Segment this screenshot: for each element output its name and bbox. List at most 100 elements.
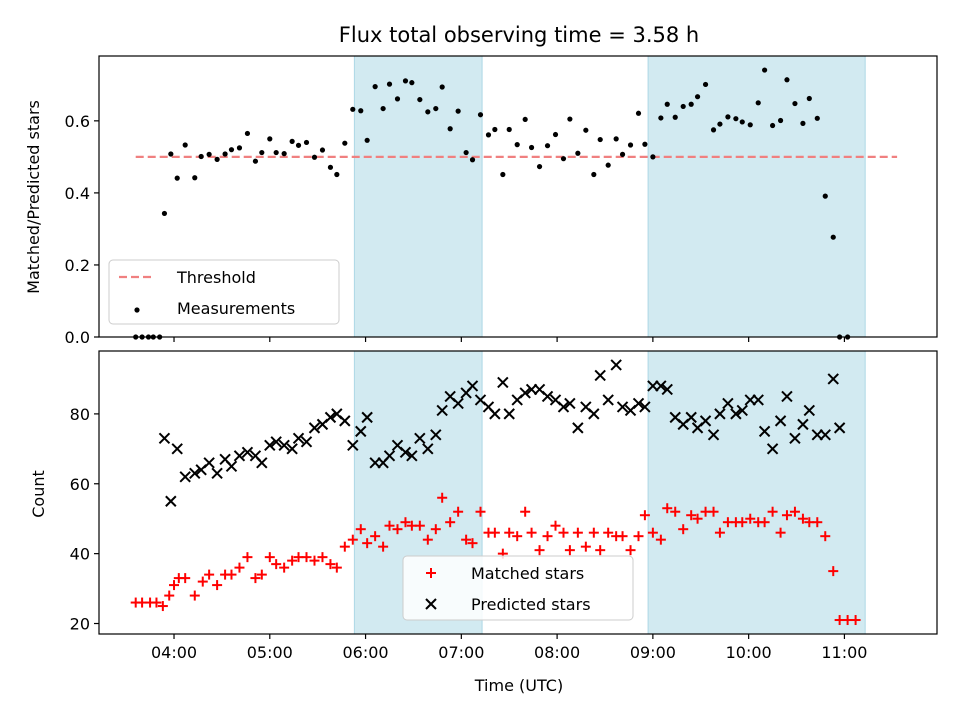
- top-point: [613, 136, 619, 142]
- top-point: [522, 116, 528, 123]
- bottom-predicted-point: [406, 450, 418, 462]
- bottom-matched-point: [595, 545, 606, 556]
- bottom-matched-point: [226, 569, 237, 580]
- top-point: [469, 157, 476, 163]
- bottom-matched-point: [708, 506, 719, 517]
- bottom-predicted-point: [564, 397, 576, 410]
- top-point: [206, 151, 212, 157]
- top-point: [455, 108, 461, 114]
- bottom-predicted-point: [300, 436, 313, 448]
- bottom-matched-point: [686, 510, 697, 521]
- top-point: [244, 130, 251, 137]
- bottom-predicted-point: [278, 439, 290, 452]
- bottom-predicted-point: [399, 446, 412, 459]
- top-point: [619, 151, 626, 157]
- top-point: [439, 84, 445, 90]
- bottom-matched-point: [639, 510, 650, 521]
- bottom-matched-point: [339, 541, 350, 552]
- bottom-predicted-point: [286, 443, 298, 455]
- bottom-matched-point: [453, 506, 464, 517]
- bottom-predicted-point: [165, 495, 177, 507]
- top-point: [650, 154, 656, 160]
- top-point: [627, 142, 634, 148]
- bottom-matched-point: [588, 527, 599, 538]
- bottom-matched-point: [504, 527, 515, 538]
- bottom-y-tick-label: 20: [70, 615, 90, 634]
- top-point: [806, 95, 812, 102]
- bottom-x-tick-label: 10:00: [726, 643, 772, 662]
- top-point: [536, 163, 543, 170]
- top-point: [528, 144, 535, 151]
- bottom-matched-point: [197, 576, 208, 587]
- top-point: [161, 210, 168, 217]
- bottom-predicted-point: [339, 415, 351, 427]
- bottom-predicted-point: [699, 415, 712, 427]
- bottom-matched-point: [775, 527, 786, 538]
- top-point: [800, 120, 806, 126]
- top-point: [814, 115, 820, 121]
- bottom-predicted-point: [422, 443, 434, 455]
- top-point: [364, 137, 370, 143]
- top-point: [174, 175, 180, 181]
- bottom-predicted-point: [789, 432, 801, 445]
- top-point: [182, 142, 188, 148]
- top-point: [327, 164, 334, 170]
- bottom-predicted-point: [722, 397, 734, 410]
- bottom-predicted-point: [685, 411, 697, 424]
- bottom-predicted-point: [541, 390, 554, 403]
- bottom-matched-point: [445, 517, 456, 528]
- bottom-predicted-point: [766, 443, 779, 455]
- bottom-matched-point: [520, 506, 531, 517]
- top-shaded-band: [353, 55, 483, 338]
- bottom-predicted-point: [436, 404, 448, 417]
- top-point: [303, 139, 310, 146]
- top-point: [733, 116, 739, 122]
- top-point: [372, 84, 378, 90]
- bottom-predicted-point: [270, 436, 282, 448]
- bottom-predicted-point: [292, 432, 305, 445]
- top-point: [635, 110, 642, 116]
- bottom-matched-point: [212, 580, 223, 591]
- top-point: [192, 175, 198, 181]
- bottom-x-tick-label: 08:00: [534, 643, 580, 662]
- top-point: [281, 151, 287, 157]
- top-point: [702, 81, 709, 88]
- bottom-predicted-point: [797, 418, 809, 431]
- bottom-matched-point: [572, 527, 583, 538]
- top-point: [552, 131, 559, 138]
- bottom-matched-point: [526, 527, 537, 538]
- top-point: [477, 112, 484, 118]
- top-point: [273, 149, 279, 156]
- bottom-matched-point: [789, 506, 800, 517]
- bottom-predicted-point: [774, 415, 787, 427]
- bottom-axes-frame: [98, 350, 938, 635]
- bottom-y-tick-label: 80: [70, 405, 90, 424]
- bottom-matched-point: [422, 534, 433, 545]
- bottom-x-tick-label: 07:00: [438, 643, 484, 662]
- bottom-predicted-point: [827, 373, 839, 385]
- bottom-matched-point: [169, 580, 180, 591]
- top-point: [642, 141, 648, 147]
- bottom-predicted-point: [225, 460, 238, 473]
- bottom-matched-point: [655, 534, 666, 545]
- bottom-matched-point: [670, 506, 681, 517]
- bottom-predicted-point: [452, 397, 464, 410]
- bottom-predicted-point: [610, 359, 622, 371]
- bottom-predicted-point: [256, 457, 268, 469]
- top-point: [762, 67, 768, 73]
- bottom-matched-point: [647, 527, 658, 538]
- top-point: [311, 154, 318, 160]
- bottom-matched-point: [256, 569, 267, 580]
- top-point: [717, 121, 723, 127]
- bottom-matched-point: [355, 524, 366, 535]
- chart-title: Flux total observing time = 3.58 h: [339, 23, 699, 47]
- bottom-predicted-point: [324, 411, 337, 424]
- top-point: [380, 105, 386, 112]
- bottom-x-tick-label: 11:00: [821, 643, 867, 662]
- top-y-axis-label: Matched/Predicted stars: [24, 100, 43, 294]
- bottom-predicted-point: [655, 380, 667, 392]
- bottom-predicted-point: [594, 369, 606, 382]
- bottom-predicted-point: [819, 429, 831, 441]
- top-point: [710, 127, 717, 133]
- bottom-matched-point: [301, 552, 312, 563]
